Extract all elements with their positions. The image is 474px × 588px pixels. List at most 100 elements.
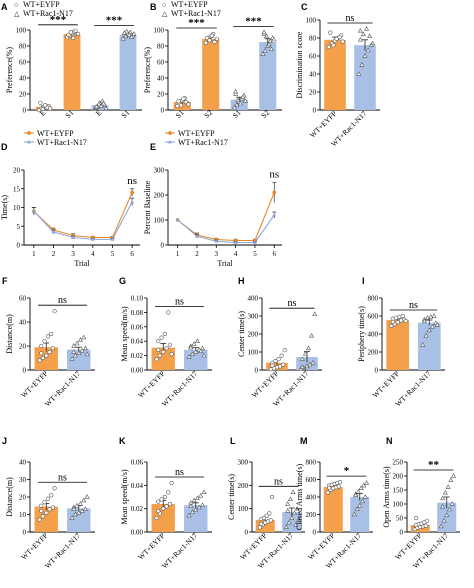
y-tick-label: 80 [157, 43, 165, 51]
data-point-rac [81, 497, 87, 503]
series-line-eyfp [177, 192, 275, 242]
data-point-eyfp [186, 102, 191, 107]
data-point-rac [285, 508, 291, 513]
data-point-eyfp [154, 515, 159, 521]
data-point-rac [440, 503, 446, 509]
data-point-eyfp [277, 364, 283, 369]
data-point-eyfp [389, 323, 394, 329]
data-point-eyfp [154, 357, 159, 362]
data-point-rac [360, 31, 366, 37]
data-point-rac [434, 322, 440, 327]
data-point-rac [77, 501, 83, 506]
y-axis-title: Closed Arms time(s) [295, 464, 304, 531]
data-point-eyfp [44, 510, 49, 515]
y-tick-label: 250 [393, 459, 404, 467]
data-point-rac [421, 318, 427, 324]
data-point-eyfp [166, 490, 171, 495]
y-axis-title: Percent Baseline [143, 180, 152, 234]
data-point-rac [362, 494, 368, 499]
significance-label: *** [50, 14, 67, 26]
x-tick-label: 2 [52, 250, 56, 258]
data-point-rac [93, 103, 99, 109]
y-tick-label: 0.06 [131, 459, 144, 467]
y-tick-label: 100 [154, 217, 165, 225]
legend-marker-rac [27, 139, 31, 144]
data-point-eyfp [259, 521, 264, 526]
significance-label: ns [127, 175, 137, 187]
data-point-rac [353, 492, 359, 497]
data-point-rac [233, 91, 239, 96]
y-tick-label: 100 [154, 27, 165, 35]
data-point-rac [367, 33, 373, 38]
data-point-rac [358, 485, 364, 490]
y-tick-label: 100 [248, 349, 259, 357]
y-axis-title: Discrimination score [295, 31, 304, 98]
legend-label-rac: WT+Rac1-N17 [178, 138, 228, 147]
data-point-rac [423, 332, 429, 338]
data-point-rac [74, 340, 80, 346]
panel-letter: G [119, 276, 126, 286]
data-point-rac [121, 30, 127, 35]
y-tick-label: 100 [16, 27, 27, 35]
data-point-eyfp [178, 103, 184, 108]
data-point-eyfp [281, 362, 286, 367]
y-tick-label: 60 [309, 53, 317, 61]
significance-label: ns [58, 295, 67, 306]
data-point-rac [76, 350, 82, 355]
data-point-rac [357, 27, 363, 33]
data-point-eyfp [161, 506, 166, 511]
series-point-eyfp [272, 190, 277, 195]
data-point-eyfp [181, 96, 186, 101]
data-point-eyfp [340, 39, 345, 44]
data-point-rac [286, 519, 292, 525]
panel-letter: K [119, 436, 126, 446]
data-point-rac [446, 506, 452, 512]
x-tick-label: 2 [195, 250, 199, 258]
y-axis-title: Center time(s) [227, 474, 236, 520]
data-point-rac [129, 34, 135, 39]
y-tick-label: 400 [248, 295, 259, 303]
data-point-rac [188, 503, 194, 509]
data-point-eyfp [423, 523, 428, 528]
data-point-eyfp [39, 508, 44, 514]
y-tick-label: 200 [306, 511, 317, 519]
panel-letter: I [362, 276, 365, 286]
data-point-rac [199, 345, 205, 351]
data-point-rac [287, 496, 293, 502]
x-tick-label: 1 [32, 250, 36, 258]
data-point-rac [198, 493, 204, 498]
series-point-rac [194, 234, 199, 238]
data-point-rac [362, 53, 368, 58]
data-point-eyfp [162, 494, 168, 500]
bar-rac [259, 42, 277, 110]
y-tick-label: 200 [238, 482, 249, 490]
bar-eyfp [324, 39, 346, 110]
data-point-rac [126, 31, 132, 37]
data-point-rac [131, 31, 137, 36]
y-tick-label: 0 [17, 242, 21, 250]
data-point-rac [191, 341, 197, 346]
data-point-eyfp [68, 30, 73, 35]
y-tick-label: 100 [306, 17, 317, 25]
data-point-rac [355, 488, 361, 494]
data-point-eyfp [50, 346, 56, 351]
data-point-eyfp [164, 504, 169, 509]
data-point-eyfp [42, 500, 47, 505]
data-point-rac [76, 509, 82, 515]
bar-eyfp [386, 320, 410, 370]
y-tick-label: 0 [400, 529, 404, 537]
data-point-rac [120, 35, 126, 41]
data-point-rac [188, 344, 194, 350]
y-tick-label: 20 [19, 494, 27, 502]
data-point-eyfp [261, 515, 266, 521]
data-point-rac [79, 347, 85, 353]
data-point-eyfp [47, 507, 52, 512]
x-axis-title: Trial [74, 259, 90, 268]
bar-rac [354, 45, 376, 111]
bar-rac [350, 497, 370, 532]
x-tick-label: E [94, 108, 104, 118]
y-tick-label: 400 [368, 331, 379, 339]
significance-label: ns [58, 472, 67, 483]
